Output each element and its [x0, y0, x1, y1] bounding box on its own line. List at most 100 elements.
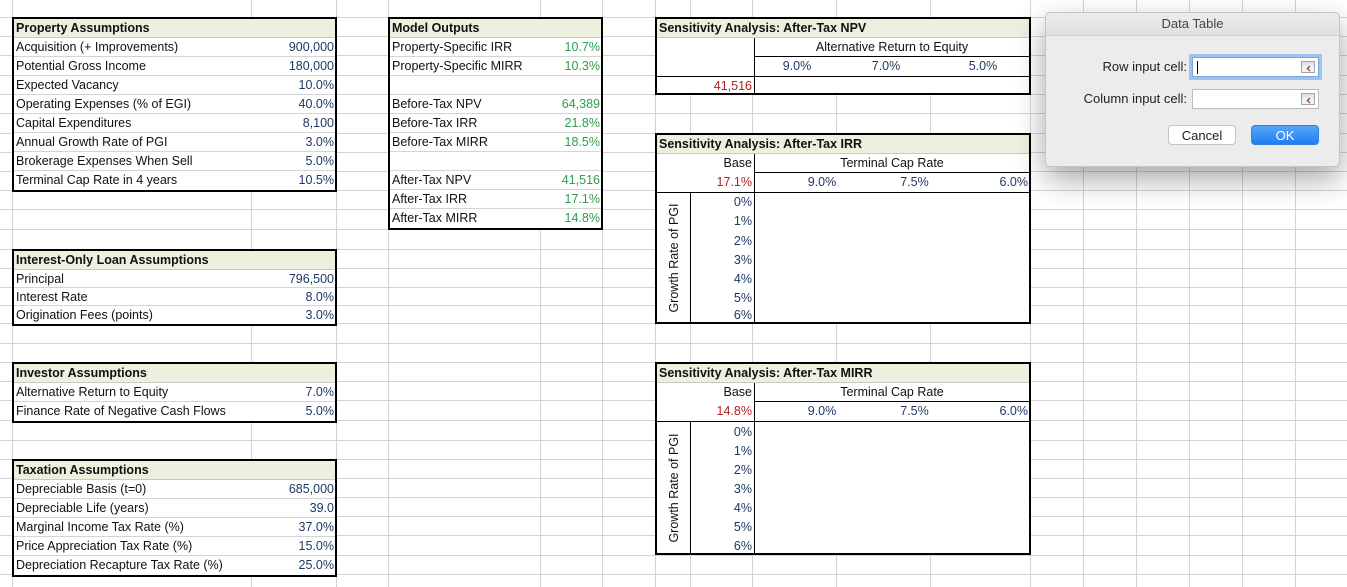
model-outputs-table: Model Outputs Property-Specific IRR 10.7%… — [388, 17, 603, 230]
table-row[interactable]: Property-Specific MIRR 10.3% — [390, 57, 601, 76]
table-row[interactable]: Depreciable Life (years) 39.0 — [14, 499, 335, 518]
npv-base-value[interactable]: 41,516 — [713, 79, 752, 93]
npv-col-value[interactable]: 5.0% — [968, 59, 998, 73]
irr-base-value[interactable]: 17.1% — [716, 175, 752, 189]
table-row[interactable]: Before-Tax IRR 21.8% — [390, 114, 601, 133]
irr-row-value[interactable]: 3% — [733, 253, 752, 267]
table-row[interactable]: Depreciable Basis (t=0) 685,000 — [14, 480, 335, 499]
row-value[interactable]: 14.8% — [564, 211, 600, 225]
table-row[interactable]: Price Appreciation Tax Rate (%) 15.0% — [14, 537, 335, 556]
mirr-row-value[interactable]: 6% — [733, 539, 752, 553]
row-value[interactable]: 39.0 — [309, 501, 334, 515]
row-value[interactable]: 25.0% — [298, 558, 334, 572]
table-row[interactable]: Depreciation Recapture Tax Rate (%) 25.0% — [14, 556, 335, 575]
range-picker-icon[interactable] — [1301, 93, 1315, 105]
mirr-row-value[interactable]: 2% — [733, 463, 752, 477]
row-value[interactable]: 8.0% — [305, 290, 335, 304]
irr-col-value[interactable]: 9.0% — [807, 175, 837, 189]
npv-col-value[interactable]: 7.0% — [871, 59, 901, 73]
mirr-base-value[interactable]: 14.8% — [716, 404, 752, 418]
row-value[interactable]: 3.0% — [305, 135, 335, 149]
row-value[interactable]: 685,000 — [288, 482, 334, 496]
range-picker-icon[interactable] — [1301, 61, 1315, 73]
table-row[interactable]: Terminal Cap Rate in 4 years 10.5% — [14, 171, 335, 190]
row-value[interactable]: 796,500 — [288, 272, 334, 286]
row-value[interactable]: 10.5% — [298, 173, 334, 187]
irr-row-value[interactable]: 5% — [733, 291, 752, 305]
row-value[interactable]: 7.0% — [305, 385, 335, 399]
table-row[interactable]: Origination Fees (points) 3.0% — [14, 306, 335, 324]
sensitivity-npv-table: Sensitivity Analysis: After-Tax NPV Alte… — [655, 17, 1031, 95]
irr-row-value[interactable]: 6% — [733, 308, 752, 322]
row-value[interactable]: 10.3% — [564, 59, 600, 73]
row-label: Interest Rate — [16, 290, 88, 304]
irr-row-value[interactable]: 4% — [733, 272, 752, 286]
row-value[interactable]: 5.0% — [305, 154, 335, 168]
mirr-base-label: Base — [723, 385, 753, 399]
table-row[interactable]: Operating Expenses (% of EGI) 40.0% — [14, 95, 335, 114]
mirr-col-value[interactable]: 9.0% — [807, 404, 837, 418]
table-row[interactable]: Capital Expenditures 8,100 — [14, 114, 335, 133]
row-value[interactable] — [600, 152, 601, 170]
sensitivity-npv-title: Sensitivity Analysis: After-Tax NPV — [657, 19, 1029, 38]
mirr-row-value[interactable]: 4% — [733, 501, 752, 515]
irr-row-value[interactable]: 2% — [733, 234, 752, 248]
table-row[interactable]: Expected Vacancy 10.0% — [14, 76, 335, 95]
irr-row-value[interactable]: 0% — [733, 195, 752, 209]
row-value[interactable]: 40.0% — [298, 97, 334, 111]
table-row[interactable]: Annual Growth Rate of PGI 3.0% — [14, 133, 335, 152]
row-label: Terminal Cap Rate in 4 years — [16, 173, 178, 187]
row-value[interactable]: 15.0% — [298, 539, 334, 553]
irr-col-value[interactable]: 7.5% — [900, 175, 929, 189]
table-row[interactable]: Alternative Return to Equity 7.0% — [14, 383, 335, 402]
mirr-col-value[interactable]: 6.0% — [999, 404, 1029, 418]
row-value[interactable]: 900,000 — [288, 40, 334, 54]
row-value[interactable]: 17.1% — [564, 192, 600, 206]
column-input-cell-field[interactable] — [1192, 89, 1319, 109]
table-row[interactable]: Interest Rate 8.0% — [14, 288, 335, 306]
table-row[interactable]: Acquisition (+ Improvements) 900,000 — [14, 38, 335, 57]
irr-col-value[interactable]: 6.0% — [999, 175, 1029, 189]
column-input-label: Column input cell: — [1083, 91, 1187, 106]
mirr-col-header: Terminal Cap Rate — [755, 383, 1029, 402]
row-value[interactable]: 10.0% — [298, 78, 334, 92]
table-row[interactable]: Before-Tax MIRR 18.5% — [390, 133, 601, 152]
irr-row-value[interactable]: 1% — [733, 214, 752, 228]
sensitivity-irr-table: Sensitivity Analysis: After-Tax IRR Base… — [655, 133, 1031, 324]
mirr-row-value[interactable]: 0% — [733, 425, 752, 439]
npv-col-value[interactable]: 9.0% — [782, 59, 812, 73]
mirr-row-value[interactable]: 5% — [733, 520, 752, 534]
row-value[interactable]: 5.0% — [305, 404, 335, 418]
row-value[interactable]: 180,000 — [288, 59, 334, 73]
table-row[interactable]: Brokerage Expenses When Sell 5.0% — [14, 152, 335, 171]
row-value[interactable]: 18.5% — [564, 135, 600, 149]
table-row[interactable]: After-Tax IRR 17.1% — [390, 190, 601, 209]
row-value[interactable]: 3.0% — [305, 308, 335, 322]
table-row[interactable]: Finance Rate of Negative Cash Flows 5.0% — [14, 402, 335, 421]
row-value[interactable] — [600, 76, 601, 94]
row-value[interactable]: 10.7% — [564, 40, 600, 54]
row-value[interactable]: 37.0% — [298, 520, 334, 534]
loan-assumptions-title: Interest-Only Loan Assumptions — [14, 251, 335, 270]
mirr-col-value[interactable]: 7.5% — [900, 404, 929, 418]
mirr-row-value[interactable]: 3% — [733, 482, 752, 496]
table-row[interactable]: Marginal Income Tax Rate (%) 37.0% — [14, 518, 335, 537]
row-value[interactable]: 8,100 — [302, 116, 334, 130]
ok-button[interactable]: OK — [1251, 125, 1319, 145]
row-value[interactable]: 64,389 — [561, 97, 600, 111]
row-value[interactable]: 21.8% — [564, 116, 600, 130]
table-row[interactable]: Before-Tax NPV 64,389 — [390, 95, 601, 114]
sensitivity-irr-title: Sensitivity Analysis: After-Tax IRR — [657, 135, 1029, 154]
row-value[interactable]: 41,516 — [561, 173, 600, 187]
table-row[interactable]: Principal 796,500 — [14, 270, 335, 288]
cancel-button[interactable]: Cancel — [1168, 125, 1236, 145]
mirr-row-value[interactable]: 1% — [733, 444, 752, 458]
table-row[interactable] — [390, 152, 601, 171]
table-row[interactable] — [390, 76, 601, 95]
table-row[interactable]: Potential Gross Income 180,000 — [14, 57, 335, 76]
row-input-cell-field[interactable] — [1192, 57, 1319, 77]
table-row[interactable]: After-Tax NPV 41,516 — [390, 171, 601, 190]
table-row[interactable]: After-Tax MIRR 14.8% — [390, 209, 601, 228]
table-row[interactable]: Property-Specific IRR 10.7% — [390, 38, 601, 57]
row-label: After-Tax MIRR — [392, 211, 478, 225]
